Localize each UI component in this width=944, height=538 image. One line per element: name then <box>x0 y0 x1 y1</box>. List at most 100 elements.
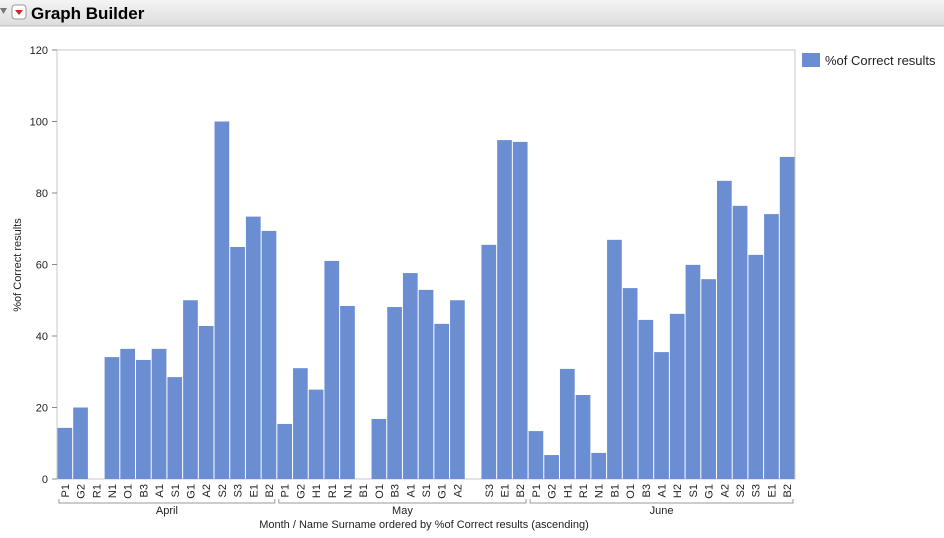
x-tick-label: A2 <box>719 484 731 497</box>
x-tick-label: B2 <box>782 484 794 497</box>
x-tick-label: S1 <box>421 484 433 497</box>
x-tick-label: S3 <box>233 484 245 497</box>
y-tick-label: 80 <box>36 188 48 200</box>
bar <box>716 180 732 479</box>
bar <box>308 389 324 479</box>
disclosure-triangle[interactable] <box>0 8 7 14</box>
x-tick-label: G1 <box>185 484 197 499</box>
x-tick-label: A1 <box>405 484 417 497</box>
x-tick-label: H1 <box>562 484 574 498</box>
x-tick-label: A1 <box>154 484 166 497</box>
x-tick-label: R1 <box>327 484 339 498</box>
bar <box>136 359 151 479</box>
x-tick-label: G2 <box>76 484 88 499</box>
y-tick-label: 20 <box>36 403 48 415</box>
bar <box>732 205 748 479</box>
x-tick-label: H2 <box>672 484 684 498</box>
x-tick-label: E1 <box>766 484 778 497</box>
x-tick-label: B1 <box>358 484 370 497</box>
x-tick-label: P1 <box>280 484 292 497</box>
x-tick-label: B3 <box>138 484 150 497</box>
bar <box>104 357 120 479</box>
bar <box>277 423 293 479</box>
bar <box>748 254 764 479</box>
bar <box>120 348 136 479</box>
group-label: May <box>392 505 413 517</box>
x-tick-label: A2 <box>452 484 464 497</box>
bar <box>73 407 88 479</box>
x-tick-label: E1 <box>500 484 512 497</box>
y-axis-label: %of Correct results <box>12 218 24 312</box>
bar <box>198 325 214 479</box>
bar <box>622 288 638 479</box>
x-tick-label: P1 <box>60 484 72 497</box>
x-tick-label: G1 <box>437 484 449 499</box>
bar <box>512 141 528 479</box>
x-tick-label: O1 <box>374 484 386 499</box>
x-tick-label: R1 <box>91 484 103 498</box>
x-tick-label: B3 <box>641 484 653 497</box>
group-bracket <box>58 499 276 504</box>
x-tick-label: R1 <box>578 484 590 498</box>
y-tick-label: 40 <box>36 331 48 343</box>
y-tick-label: 100 <box>30 117 48 129</box>
red-menu-icon <box>15 10 23 15</box>
x-tick-label: O1 <box>123 484 135 499</box>
header-title: Graph Builder <box>31 4 145 23</box>
x-tick-label: S3 <box>751 484 763 497</box>
x-tick-label: A1 <box>657 484 669 497</box>
bar <box>669 313 685 479</box>
x-tick-label: B3 <box>390 484 402 497</box>
x-tick-label: S1 <box>688 484 700 497</box>
bar <box>387 307 402 479</box>
bar <box>481 244 497 479</box>
bar <box>497 140 512 479</box>
header-bar <box>0 0 944 26</box>
x-tick-label: N1 <box>342 484 354 498</box>
bar <box>214 121 230 479</box>
bar <box>779 156 795 479</box>
legend-label: %of Correct results <box>825 53 936 68</box>
bar <box>764 214 779 479</box>
x-tick-label: S1 <box>170 484 182 497</box>
x-tick-label: H1 <box>311 484 323 498</box>
x-tick-label: N1 <box>594 484 606 498</box>
x-tick-label: O1 <box>625 484 637 499</box>
group-bracket <box>278 499 527 504</box>
x-axis-label: Month / Name Surname ordered by %of Corr… <box>259 519 589 531</box>
bar <box>528 431 544 479</box>
x-tick-label: B2 <box>264 484 276 497</box>
group-bracket <box>529 499 794 504</box>
y-tick-label: 120 <box>30 45 48 57</box>
bar <box>183 300 198 479</box>
x-tick-label: B2 <box>515 484 527 497</box>
bar <box>638 319 654 479</box>
x-tick-label: P1 <box>531 484 543 497</box>
bar <box>544 455 559 479</box>
bar <box>230 246 245 479</box>
bar <box>371 418 387 479</box>
x-tick-label: G2 <box>547 484 559 499</box>
x-tick-label: S2 <box>735 484 747 497</box>
bar <box>418 289 434 479</box>
bar <box>701 279 716 479</box>
bar <box>293 368 308 479</box>
x-tick-label: B1 <box>609 484 621 497</box>
x-tick-label: G2 <box>295 484 307 499</box>
bar <box>559 368 575 479</box>
bar <box>324 260 340 479</box>
x-tick-label: S2 <box>217 484 229 497</box>
bar <box>57 427 73 479</box>
group-label: April <box>156 505 178 517</box>
bar <box>261 230 277 479</box>
x-tick-label: N1 <box>107 484 119 498</box>
bar <box>434 323 450 479</box>
x-tick-label: E1 <box>248 484 260 497</box>
bar <box>245 216 261 479</box>
x-tick-label: G1 <box>704 484 716 499</box>
y-tick-label: 60 <box>36 260 48 272</box>
y-tick-label: 0 <box>42 474 48 486</box>
bar <box>402 273 418 479</box>
bar <box>607 239 622 479</box>
